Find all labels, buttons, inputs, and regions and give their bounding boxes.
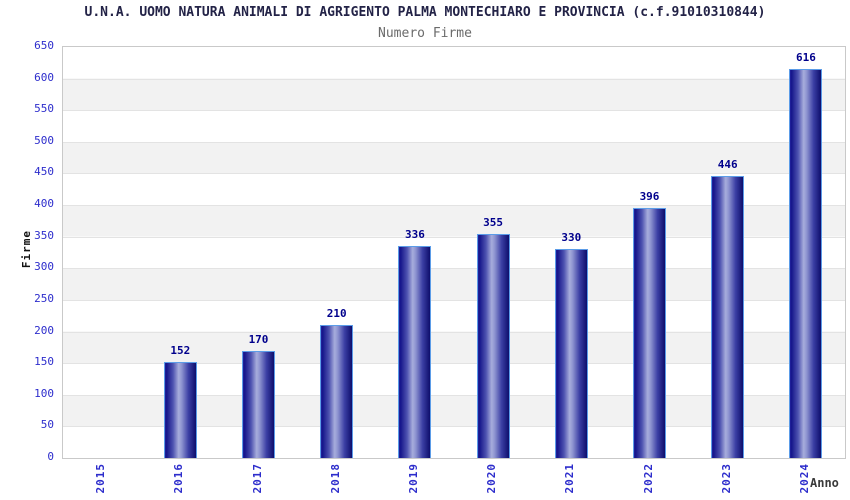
y-tick-200: 200: [34, 323, 54, 337]
gridline-50: [63, 426, 845, 428]
bar-2017: [242, 350, 275, 458]
x-tick-2021: 2021: [563, 463, 577, 494]
bar-2020: [476, 233, 510, 458]
y-tick-0: 0: [47, 450, 54, 463]
chart-title: U.N.A. UOMO NATURA ANIMALI DI AGRIGENTO …: [84, 5, 766, 20]
bar-value-2023: 446: [717, 158, 738, 171]
chart-subtitle: Numero Firme: [378, 26, 472, 41]
gridline-500: [63, 141, 845, 143]
bar-2019: [398, 245, 432, 458]
x-tick-2022: 2022: [641, 463, 655, 494]
gridline-200: [63, 331, 845, 333]
y-tick-300: 300: [34, 260, 54, 274]
y-tick-50: 50: [40, 418, 54, 432]
bar-2023: [711, 176, 745, 458]
bar-value-2019: 336: [404, 227, 425, 241]
bar-value-2016: 152: [170, 343, 191, 357]
y-tick-350: 350: [34, 228, 54, 242]
y-tick-250: 250: [34, 291, 54, 305]
y-tick-500: 500: [34, 133, 54, 147]
x-tick-2019: 2019: [406, 463, 420, 494]
x-tick-2020: 2020: [485, 463, 499, 494]
bar-2022: [633, 207, 666, 458]
y-tick-450: 450: [34, 165, 54, 179]
bar-2016: [163, 361, 197, 458]
x-tick-2015: 2015: [94, 463, 108, 494]
bar-2024: [789, 68, 823, 458]
y-tick-600: 600: [34, 70, 54, 84]
gridline-350: [63, 236, 845, 238]
y-tick-400: 400: [34, 197, 54, 211]
x-tick-2017: 2017: [250, 463, 264, 494]
y-tick-550: 550: [34, 102, 54, 116]
bar-value-2018: 210: [326, 307, 347, 321]
x-tick-2023: 2023: [719, 463, 733, 494]
plot-area: 152 170 210 336 355 330 396 446 616: [62, 46, 846, 459]
gridline-600: [63, 78, 845, 80]
x-axis-ticks: 2015 2016 2017 2018 2019 2020 2021 2022 2023 2024: [62, 463, 844, 499]
gridline-150: [63, 363, 845, 365]
bar-value-2017: 170: [248, 332, 269, 346]
gridline-400: [63, 205, 845, 207]
x-tick-2016: 2016: [172, 463, 186, 494]
gridline-450: [63, 173, 845, 175]
bar-value-2020: 355: [483, 215, 504, 229]
y-tick-650: 650: [34, 39, 54, 52]
x-axis-label: Anno: [810, 476, 839, 490]
bar-2021: [554, 249, 588, 458]
bar-value-2022: 396: [639, 189, 660, 203]
bar-2018: [320, 325, 354, 458]
bar-value-2021: 330: [561, 231, 582, 245]
gridline-250: [63, 299, 845, 301]
x-tick-2024: 2024: [797, 463, 811, 494]
y-tick-100: 100: [34, 386, 54, 400]
x-tick-2018: 2018: [328, 463, 342, 494]
gridline-300: [63, 268, 845, 270]
bar-value-2024: 616: [795, 50, 816, 64]
y-tick-150: 150: [34, 355, 54, 369]
gridline-100: [63, 394, 845, 396]
gridline-550: [63, 110, 845, 112]
